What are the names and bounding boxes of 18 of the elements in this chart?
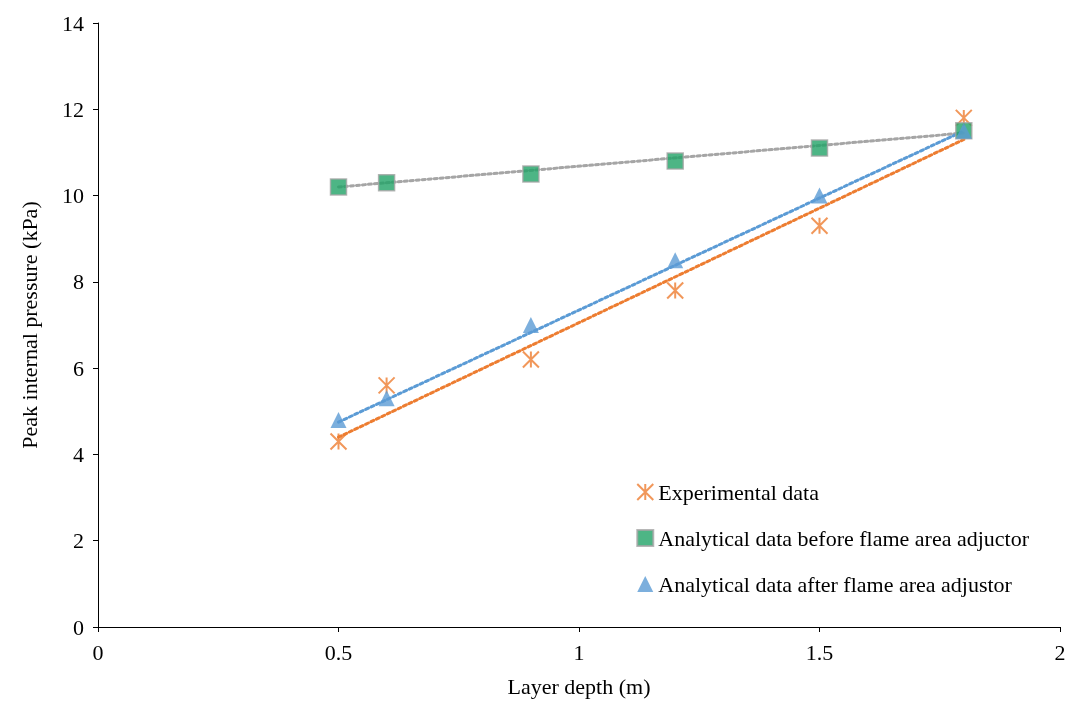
y-tick-label: 10 xyxy=(62,183,84,209)
x-tick-label: 0 xyxy=(92,639,104,665)
legend-label: Analytical data after flame area adjustor xyxy=(658,571,1013,597)
y-tick-label: 8 xyxy=(73,269,84,295)
y-tick-label: 4 xyxy=(73,441,84,467)
y-tick-label: 12 xyxy=(62,96,84,122)
x-axis-title: Layer depth (m) xyxy=(507,673,651,699)
x-tick-label: 1.5 xyxy=(805,639,834,665)
legend-label: Analytical data before flame area adjuctor xyxy=(658,525,1030,551)
y-tick-label: 14 xyxy=(62,10,84,36)
y-tick-label: 6 xyxy=(73,355,84,381)
y-tick-label: 2 xyxy=(73,528,84,554)
x-tick-label: 0.5 xyxy=(324,639,353,665)
x-tick-label: 1 xyxy=(573,639,585,665)
y-tick-label: 0 xyxy=(73,614,84,640)
x-tick-label: 2 xyxy=(1054,639,1066,665)
y-axis-title: Peak internal pressure (kPa) xyxy=(16,201,42,449)
legend-label: Experimental data xyxy=(658,479,820,505)
